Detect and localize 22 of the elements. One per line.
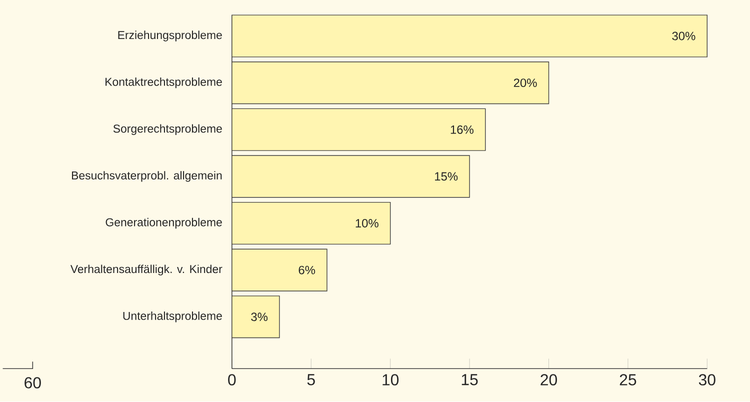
y-tick-label: Generationenprobleme (106, 218, 222, 229)
y-tick-label: Kontaktrechtsprobleme (106, 78, 222, 88)
data-label: 30% (672, 32, 696, 40)
data-label: 16% (450, 126, 474, 134)
data-label: 15% (435, 172, 458, 181)
x-tick-label: 30 (698, 374, 716, 386)
data-label: 20% (514, 78, 537, 88)
text: 60 (24, 377, 41, 389)
data-label: 10% (356, 219, 378, 228)
x-tick-label: 20 (540, 374, 557, 386)
x-tick-label: 15 (462, 374, 478, 386)
x-tick-label: 5 (307, 374, 315, 386)
y-tick-label: Unterhaltsprobleme (123, 312, 222, 322)
data-label: 6% (298, 266, 316, 275)
y-tick-label: Verhaltensauffälligk. v. Kinder (70, 264, 222, 276)
y-tick-label: Erziehungsprobleme (118, 30, 222, 42)
y-tick-label: Besuchsvaterprobl. allgemein (72, 171, 222, 182)
y-tick-label: Sorgerechtsprobleme (113, 124, 222, 136)
x-tick-label: 10 (382, 374, 399, 386)
x-tick-label: 0 (228, 374, 236, 386)
data-label: 3% (251, 312, 268, 322)
x-tick-label: 25 (620, 374, 636, 386)
